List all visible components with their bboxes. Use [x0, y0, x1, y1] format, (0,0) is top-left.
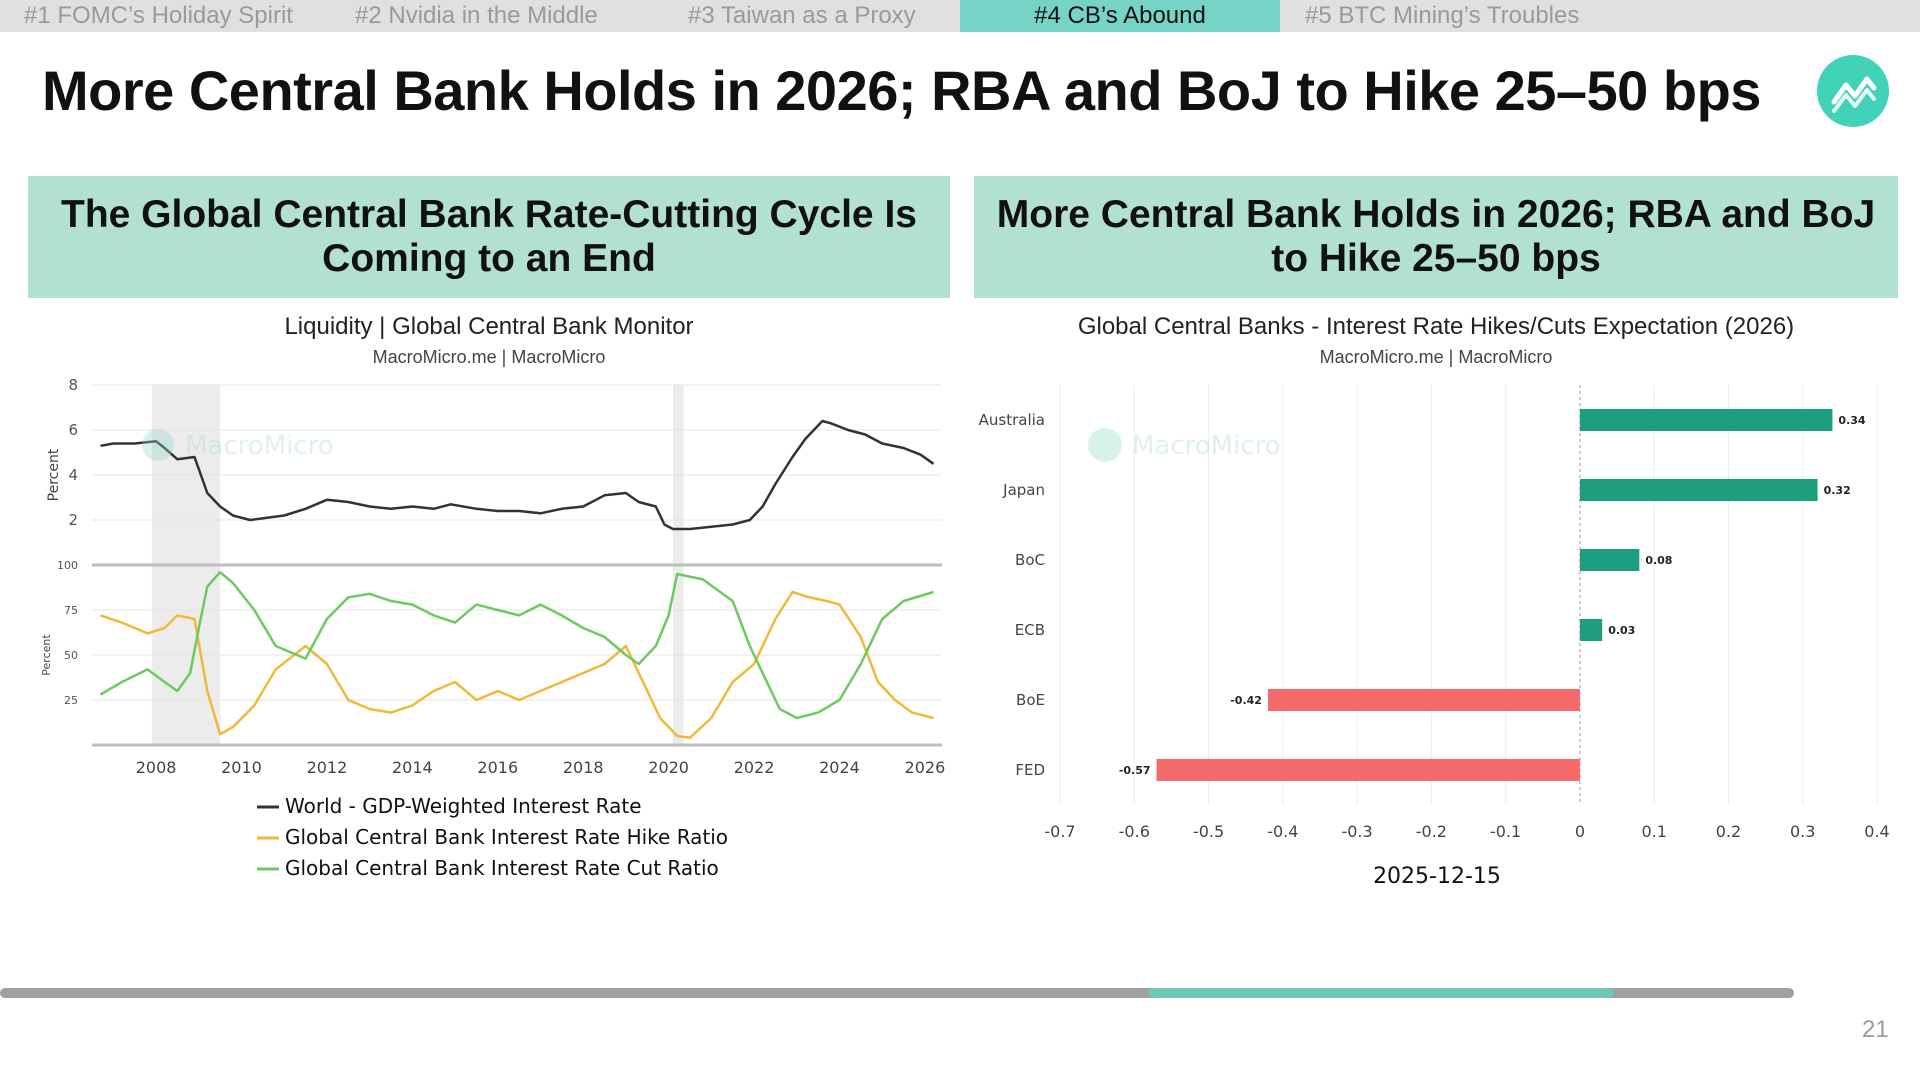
top-y-axis-label: Percent: [46, 448, 62, 501]
bottom-y-tick-label: 50: [64, 649, 78, 662]
x-tick-label: -0.5: [1193, 822, 1224, 841]
bar-boe: [1267, 689, 1580, 711]
bar-australia: [1579, 409, 1833, 431]
value-label-japan: 0.32: [1824, 484, 1851, 497]
right-chart-title: Global Central Banks - Interest Rate Hik…: [1077, 313, 1795, 340]
rate-expectation-bar-chart: 0.34 0.32 0.08 0.03 -0.42 -0.57 -0.7 -0.6 -0.5 -…: [979, 385, 1890, 889]
tab-btc-mining[interactable]: #5 BTC Mining’s Troubles: [1305, 2, 1580, 29]
slide-progress-fill: [1148, 988, 1614, 998]
x-tick-label: 0.1: [1641, 822, 1666, 841]
value-label-boe: -0.42: [1230, 694, 1262, 707]
top-y-tick-label: 8: [68, 376, 78, 394]
x-tick-label-2022: 2022: [734, 758, 775, 777]
tab-cbs[interactable]: #4 CB’s Abound: [960, 0, 1280, 32]
x-tick-label: -0.4: [1267, 822, 1298, 841]
left-chart-title: Liquidity | Global Central Bank Monitor: [284, 313, 694, 340]
right-chart-watermark: MacroMicro: [1088, 428, 1281, 462]
x-tick-label-2010: 2010: [221, 758, 262, 777]
x-tick-label: -0.6: [1119, 822, 1150, 841]
x-tick-label: -0.2: [1416, 822, 1447, 841]
category-label-australia: Australia: [979, 411, 1045, 429]
category-label-fed: FED: [1015, 761, 1045, 779]
bar-fed: [1156, 759, 1580, 781]
macromicro-logo: [1817, 55, 1889, 127]
bottom-y-tick-label: 75: [64, 604, 78, 617]
x-axis-date-label: 2025-12-15: [1373, 864, 1501, 889]
value-label-fed: -0.57: [1119, 764, 1151, 777]
tab-fomc[interactable]: #1 FOMC’s Holiday Spirit: [24, 2, 293, 29]
legend-world-rate: World - GDP-Weighted Interest Rate: [285, 794, 642, 818]
x-tick-label: -0.7: [1044, 822, 1075, 841]
hike-ratio-line: [100, 590, 934, 740]
slide-progress-track: [0, 988, 1794, 998]
top-y-tick-label: 2: [68, 511, 78, 529]
tab-taiwan[interactable]: #3 Taiwan as a Proxy: [688, 2, 916, 29]
page-title: More Central Bank Holds in 2026; RBA and…: [42, 59, 1761, 122]
cut-ratio-line: [99, 570, 934, 720]
left-watermark-text: MacroMicro: [185, 431, 334, 461]
x-tick-label: -0.3: [1341, 822, 1372, 841]
x-tick-label: 0.3: [1790, 822, 1815, 841]
right-chart-source: MacroMicro.me | MacroMicro: [1319, 347, 1553, 367]
category-label-boc: BoC: [1015, 551, 1045, 569]
x-tick-label: -0.1: [1490, 822, 1521, 841]
x-tick-label-2014: 2014: [392, 758, 433, 777]
world-gdp-weighted-rate-line: [100, 419, 935, 531]
x-tick-label: 0.2: [1716, 822, 1741, 841]
bottom-y-axis-label: Percent: [40, 634, 53, 676]
x-tick-label-2024: 2024: [819, 758, 860, 777]
category-label-ecb: ECB: [1015, 621, 1045, 639]
x-tick-label-2016: 2016: [477, 758, 518, 777]
page-number: 21: [1862, 1016, 1889, 1043]
x-tick-label-2018: 2018: [563, 758, 604, 777]
x-tick-label-2026: 2026: [905, 758, 946, 777]
bar-boc: [1579, 549, 1640, 571]
tab-nvidia[interactable]: #2 Nvidia in the Middle: [355, 2, 598, 29]
value-label-ecb: 0.03: [1608, 624, 1635, 637]
section-tabs: #1 FOMC’s Holiday Spirit #2 Nvidia in th…: [0, 0, 1920, 32]
bottom-y-tick-label: 100: [57, 559, 78, 572]
right-panel-heading: More Central Bank Holds in 2026; RBA and…: [974, 176, 1898, 298]
left-panel-heading: The Global Central Bank Rate-Cutting Cyc…: [28, 176, 950, 298]
left-chart-source: MacroMicro.me | MacroMicro: [372, 347, 606, 367]
left-chart-watermark: MacroMicro: [142, 429, 334, 461]
category-label-japan: Japan: [1002, 481, 1045, 499]
top-y-tick-label: 4: [68, 466, 78, 484]
global-central-bank-monitor-chart: 2 4 6 8 25 50 75 100 Percent Percent 2008 2010 2012 2…: [40, 376, 946, 880]
top-y-tick-label: 6: [68, 421, 78, 439]
bar-japan: [1579, 479, 1818, 501]
legend-hike-ratio: Global Central Bank Interest Rate Hike R…: [285, 825, 728, 849]
x-tick-label-2008: 2008: [136, 758, 177, 777]
x-tick-label: 0: [1575, 822, 1585, 841]
value-label-boc: 0.08: [1645, 554, 1672, 567]
bottom-y-tick-label: 25: [64, 694, 78, 707]
chart-trend-icon: [1831, 76, 1877, 113]
legend-cut-ratio: Global Central Bank Interest Rate Cut Ra…: [285, 856, 719, 880]
x-tick-label-2020: 2020: [648, 758, 689, 777]
value-label-australia: 0.34: [1838, 414, 1865, 427]
category-label-boe: BoE: [1016, 691, 1045, 709]
x-tick-label-2012: 2012: [307, 758, 348, 777]
right-watermark-text: MacroMicro: [1132, 431, 1281, 461]
x-tick-label: 0.4: [1864, 822, 1889, 841]
bar-ecb: [1579, 619, 1603, 641]
